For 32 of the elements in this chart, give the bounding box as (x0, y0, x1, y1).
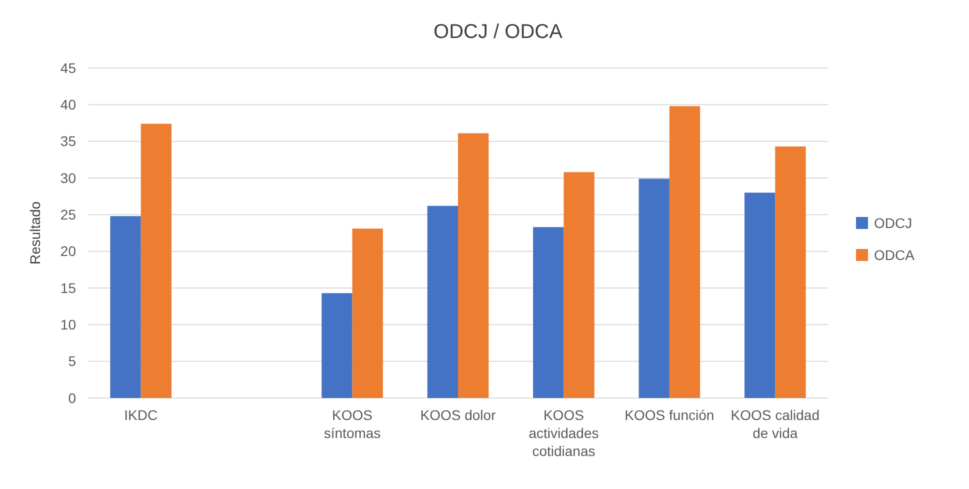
y-tick-label: 25 (60, 206, 76, 223)
bar (533, 227, 564, 398)
y-tick-label: 45 (60, 60, 76, 76)
y-tick-label: 20 (60, 243, 76, 260)
x-tick-label: KOOS calidad de vida (730, 407, 820, 441)
x-tick-label: KOOS actividades cotidianas (528, 407, 599, 459)
x-tick-label: KOOS dolor (420, 407, 496, 423)
y-tick-label: 15 (60, 280, 76, 296)
y-tick-label: 35 (60, 133, 76, 150)
bar (110, 216, 141, 398)
y-tick-label: 10 (60, 316, 76, 333)
chart-title: ODCJ / ODCA (434, 21, 564, 43)
bar (564, 172, 594, 398)
legend-label: ODCA (874, 246, 916, 263)
bar (638, 178, 670, 398)
bar (352, 228, 383, 398)
x-tick-label: IKDC (124, 407, 158, 423)
y-tick-label: 0 (68, 390, 76, 406)
x-tick-label: KOOS síntomas (324, 407, 381, 441)
y-axis-title: Resultado (27, 201, 43, 265)
bar (427, 206, 458, 398)
bar (140, 124, 172, 398)
y-tick-label: 5 (68, 353, 76, 370)
y-tick-label: 30 (60, 170, 76, 186)
x-tick-label: KOOS función (624, 407, 714, 423)
bar (744, 192, 776, 398)
legend-label: ODCJ (874, 214, 912, 231)
bar (775, 146, 806, 398)
y-tick-label: 40 (60, 96, 76, 113)
bar (669, 106, 700, 398)
bar (322, 293, 352, 398)
bar (458, 133, 489, 398)
